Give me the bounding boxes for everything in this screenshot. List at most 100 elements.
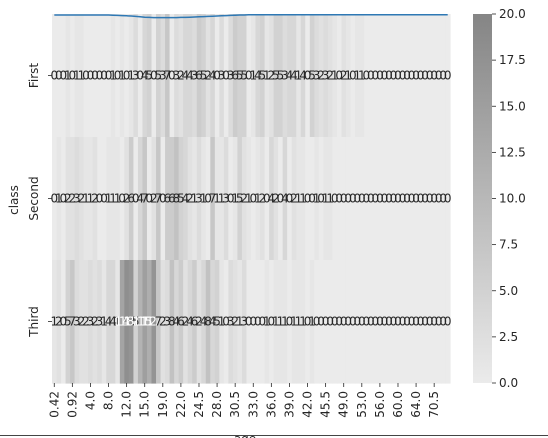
colorbar-tick-label: 5.0 xyxy=(499,284,518,298)
cell-annotation: 0 xyxy=(430,192,438,206)
cell-annotation: 4 xyxy=(290,69,298,83)
heatmap-cell xyxy=(56,260,62,384)
heatmap-cell xyxy=(101,137,107,261)
cell-annotation: 0 xyxy=(435,315,443,329)
cell-annotation: 4 xyxy=(105,315,113,329)
cell-annotation: 0 xyxy=(59,192,67,206)
heatmap-cell xyxy=(133,137,139,261)
cell-annotation: 1 xyxy=(295,69,303,83)
y-axis-title: class xyxy=(7,185,21,215)
cell-annotation: 5 xyxy=(240,69,248,83)
cell-annotation: 0 xyxy=(390,192,398,206)
heatmap-cell xyxy=(156,14,162,138)
cell-annotation: 0 xyxy=(132,192,140,206)
heatmap-cell xyxy=(395,260,401,384)
heatmap-cell xyxy=(219,137,225,261)
heatmap-cell xyxy=(178,137,184,261)
heatmap-cell xyxy=(427,137,433,261)
heatmap-cell xyxy=(273,137,279,261)
heatmap-cell xyxy=(413,137,419,261)
cell-annotation: 0 xyxy=(399,192,407,206)
cell-annotation: 0 xyxy=(417,192,425,206)
heatmap-cell xyxy=(65,14,71,138)
heatmap-cell xyxy=(377,14,383,138)
y-axis: First Second Third xyxy=(27,63,52,338)
heatmap-cell xyxy=(413,14,419,138)
heatmap-cell xyxy=(296,14,302,138)
cell-annotation: 0 xyxy=(317,192,325,206)
heatmap-cell xyxy=(92,137,98,261)
cell-annotation: 1 xyxy=(295,315,303,329)
cell-annotation: 1 xyxy=(213,192,221,206)
heatmap-cell xyxy=(92,14,98,138)
heatmap-cell xyxy=(323,260,329,384)
x-tick-label: 19.0 xyxy=(156,391,170,418)
heatmap-cell xyxy=(201,137,207,261)
heatmap-cell xyxy=(404,137,410,261)
cell-annotation: 0 xyxy=(381,192,389,206)
heatmap-cell xyxy=(160,260,166,384)
cell-annotation: 0 xyxy=(286,315,294,329)
cell-annotation: 4 xyxy=(268,192,276,206)
x-tick-label: 30.5 xyxy=(228,391,242,418)
cell-annotation: 18 xyxy=(119,315,134,329)
heatmap-cell xyxy=(97,260,103,384)
heatmap-cell xyxy=(359,14,365,138)
heatmap-cell xyxy=(373,14,379,138)
cell-annotation: 3 xyxy=(73,192,81,206)
cell-annotation: 3 xyxy=(218,69,226,83)
cell-annotation: 0 xyxy=(349,315,357,329)
heatmap-cell xyxy=(300,260,306,384)
heatmap-cell xyxy=(318,137,324,261)
cell-annotation: 0 xyxy=(367,192,375,206)
cell-annotation: 0 xyxy=(254,315,262,329)
cell-annotation: 5 xyxy=(213,315,221,329)
heatmap-cell xyxy=(196,260,202,384)
colorbar-gradient xyxy=(473,14,492,383)
heatmap-cell xyxy=(56,137,62,261)
cell-annotation: 1 xyxy=(55,192,63,206)
heatmap-cell xyxy=(422,260,428,384)
cell-annotation: 4 xyxy=(173,315,181,329)
heatmap-cell xyxy=(156,260,162,384)
cell-annotation: 0 xyxy=(87,69,95,83)
heatmap-cell xyxy=(291,260,297,384)
heatmap-cell xyxy=(160,137,166,261)
cell-annotation: 0 xyxy=(408,69,416,83)
cell-annotation: 0 xyxy=(317,315,325,329)
cell-annotation: 1 xyxy=(105,192,113,206)
cell-annotation: 0 xyxy=(50,192,58,206)
heatmap-cell xyxy=(88,14,94,138)
cell-annotation: 3 xyxy=(87,315,95,329)
heatmap-cell xyxy=(359,260,365,384)
cell-annotation: 0 xyxy=(430,69,438,83)
cell-annotation: 17 xyxy=(146,315,161,329)
cell-annotation: 0 xyxy=(363,315,371,329)
cell-annotation: 5 xyxy=(236,192,244,206)
heatmap-cell xyxy=(205,137,211,261)
cell-annotation: 2 xyxy=(69,192,77,206)
cell-annotation: 1 xyxy=(118,69,126,83)
heatmap-cell xyxy=(228,14,234,138)
cell-annotation: 0 xyxy=(408,315,416,329)
cell-annotation: 2 xyxy=(82,315,90,329)
y-tick-label: First xyxy=(27,63,41,89)
cell-annotation: 7 xyxy=(141,192,149,206)
heatmap-cell xyxy=(201,14,207,138)
heatmap-cell xyxy=(124,137,130,261)
cell-annotation: 0 xyxy=(412,69,420,83)
heatmap-cell xyxy=(246,14,252,138)
heatmap-cell xyxy=(364,137,370,261)
x-tick-label: 33.0 xyxy=(246,391,260,418)
heatmap-cell xyxy=(210,137,216,261)
heatmap-cell xyxy=(128,137,135,261)
cell-annotation: 8 xyxy=(168,315,176,329)
cell-annotation: 5 xyxy=(145,69,153,83)
heatmap-cell xyxy=(214,14,220,138)
cell-annotation: 0 xyxy=(394,192,402,206)
cell-annotation: 1 xyxy=(272,315,280,329)
cell-annotation: 0 xyxy=(439,315,447,329)
heatmap-cell xyxy=(300,14,306,138)
heatmap-cell xyxy=(377,260,383,384)
cell-annotation: 0 xyxy=(439,69,447,83)
